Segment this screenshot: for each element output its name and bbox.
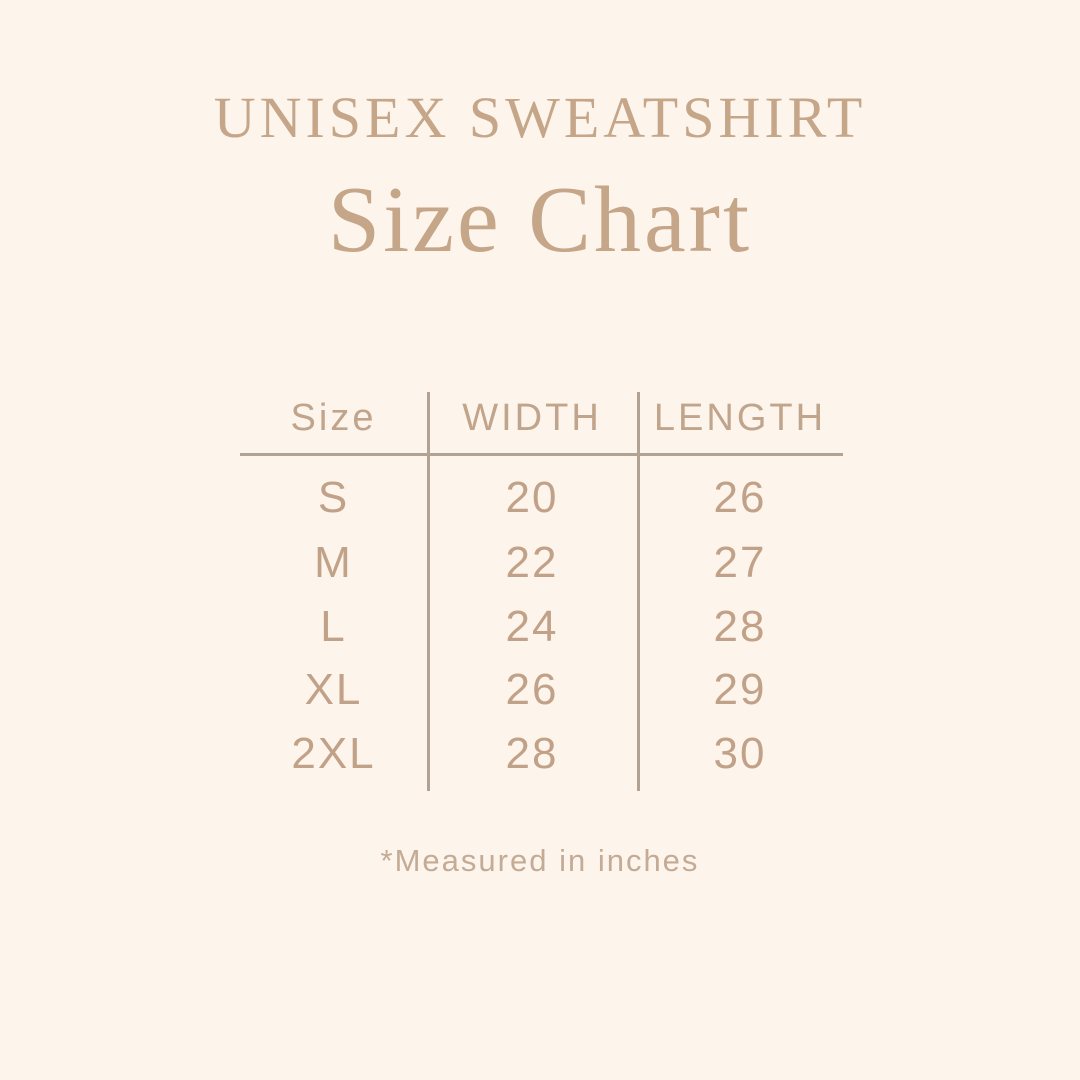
size-value: S: [317, 473, 350, 522]
length-value: 28: [713, 602, 767, 651]
length-value: 27: [713, 538, 767, 587]
column-header-length: LENGTH: [653, 396, 827, 439]
size-value: M: [314, 538, 353, 587]
table-header-row: Size WIDTH LENGTH: [240, 383, 843, 453]
column-divider-left: [427, 392, 430, 791]
size-value: XL: [304, 665, 363, 714]
size-value: L: [320, 602, 347, 651]
width-value: 28: [505, 729, 559, 778]
header-divider: [240, 453, 843, 456]
width-value: 24: [505, 602, 559, 651]
length-value: 30: [713, 729, 767, 778]
column-header-size: Size: [290, 396, 377, 439]
table-row: XL 26 29: [240, 658, 843, 722]
size-table: Size WIDTH LENGTH S 20 26 M 22 27 L 24 2…: [240, 383, 843, 803]
width-value: 20: [505, 473, 559, 522]
length-value: 26: [713, 473, 767, 522]
measurement-note: *Measured in inches: [380, 843, 700, 878]
size-value: 2XL: [291, 729, 376, 778]
table-row: L 24 28: [240, 595, 843, 659]
table-row: M 22 27: [240, 531, 843, 595]
table-row: S 20 26: [240, 466, 843, 530]
column-header-width: WIDTH: [462, 396, 602, 439]
column-divider-right: [637, 392, 640, 791]
width-value: 22: [505, 538, 559, 587]
length-value: 29: [713, 665, 767, 714]
page-title: Size Chart: [327, 168, 753, 272]
table-row: 2XL 28 30: [240, 722, 843, 786]
product-subtitle: UNISEX SWEATSHIRT: [213, 85, 867, 150]
width-value: 26: [505, 665, 559, 714]
